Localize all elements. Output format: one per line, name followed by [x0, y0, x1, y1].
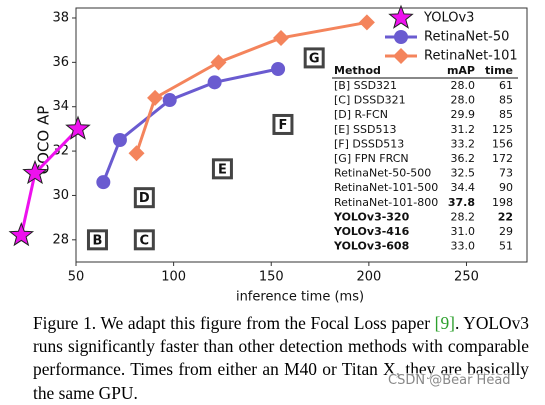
table-cell: 29 — [499, 225, 513, 238]
data-point — [22, 159, 48, 185]
caption: Figure 1. We adapt this figure from the … — [33, 312, 529, 405]
data-point — [96, 175, 111, 190]
legend-marker — [394, 30, 408, 44]
y-tick-label: 38 — [52, 10, 69, 25]
table-cell: 29.9 — [451, 108, 476, 121]
y-tick-label: 30 — [52, 188, 69, 203]
method-marker — [211, 158, 233, 180]
table-cell: 36.2 — [451, 152, 476, 165]
data-point — [273, 29, 289, 46]
data-point — [8, 221, 35, 247]
data-point — [147, 89, 164, 106]
data-point — [271, 62, 286, 77]
method-marker — [133, 187, 155, 209]
y-tick-label: 36 — [52, 55, 69, 70]
table-cell: 22 — [498, 210, 513, 223]
legend-label: YOLOv3 — [423, 11, 474, 26]
table-header: time — [485, 64, 513, 77]
x-tick-label: 250 — [454, 270, 479, 285]
table-cell: YOLOv3-416 — [333, 225, 410, 238]
method-marker — [133, 229, 155, 251]
table-cell: 33.0 — [451, 240, 476, 253]
table-cell: 32.5 — [451, 167, 476, 180]
table-cell: 37.8 — [448, 196, 475, 209]
table-cell: [G] FPN FRCN — [334, 152, 409, 165]
x-tick-label: 200 — [356, 270, 381, 285]
method-marker-label: D — [139, 191, 150, 206]
series-line — [101, 67, 279, 183]
table-cell: YOLOv3-320 — [333, 210, 410, 223]
table-cell: 51 — [499, 240, 513, 253]
data-point — [358, 14, 375, 31]
table-cell: [C] DSSD321 — [334, 94, 406, 107]
method-marker — [272, 113, 294, 135]
table-cell: 172 — [492, 152, 513, 165]
table-cell: 73 — [499, 167, 513, 180]
data-point — [162, 93, 177, 108]
table-cell: 198 — [492, 196, 513, 209]
legend-marker — [393, 48, 409, 64]
table-cell: 34.4 — [451, 181, 476, 194]
table-cell: 125 — [492, 123, 513, 136]
table-header: Method — [334, 64, 381, 77]
data-point — [65, 115, 91, 140]
watermark: CSDN @Bear Head — [388, 373, 511, 388]
table-cell: 28.0 — [451, 94, 476, 107]
table-cell: 28.0 — [451, 79, 476, 92]
table-cell: 31.2 — [451, 123, 476, 136]
data-point — [128, 145, 145, 162]
table-cell: 31.0 — [451, 225, 476, 238]
method-marker-label: E — [218, 162, 227, 177]
legend-label: RetinaNet-101 — [424, 49, 518, 64]
legend-marker — [388, 4, 414, 29]
table-cell: 156 — [492, 137, 513, 150]
table-cell: 33.2 — [451, 137, 476, 150]
method-marker — [303, 47, 325, 69]
legend-label: RetinaNet-50 — [424, 30, 509, 45]
table-cell: [D] R-FCN — [334, 108, 388, 121]
data-point — [112, 132, 127, 147]
method-marker-label: C — [140, 233, 150, 248]
series-line — [135, 20, 368, 154]
y-tick-label: 34 — [52, 99, 69, 114]
x-tick-label: 100 — [161, 270, 186, 285]
table-cell: 28.2 — [451, 210, 476, 223]
table-cell: 85 — [499, 108, 513, 121]
method-marker-label: F — [279, 118, 288, 133]
table-cell: RetinaNet-101-500 — [334, 181, 438, 194]
method-marker-label: B — [93, 233, 103, 248]
table-cell: [B] SSD321 — [334, 79, 397, 92]
table-cell: [F] DSSD513 — [334, 137, 404, 150]
y-axis-label: COCO AP — [35, 106, 53, 175]
citation-link[interactable]: [9] — [434, 313, 455, 333]
data-point — [207, 75, 222, 90]
x-axis-label: inference time (ms) — [236, 290, 364, 305]
y-tick-label: 28 — [52, 232, 69, 247]
table-cell: 85 — [499, 94, 513, 107]
x-tick-label: 150 — [259, 270, 284, 285]
method-marker — [86, 229, 108, 251]
table-cell: RetinaNet-50-500 — [334, 167, 431, 180]
table-cell: YOLOv3-608 — [333, 240, 409, 253]
table-cell: [E] SSD513 — [334, 123, 396, 136]
chart: inference time (ms) COCO AP 50 100 150 200 2… — [8, 4, 528, 305]
table-cell: 61 — [499, 79, 513, 92]
table-cell: RetinaNet-101-800 — [334, 196, 438, 209]
y-tick-label: 32 — [52, 144, 69, 159]
data-point — [210, 54, 227, 71]
x-tick-label: 50 — [68, 270, 85, 285]
caption-text: Figure 1. We adapt this figure from the … — [33, 313, 435, 333]
method-marker-label: G — [309, 51, 320, 66]
table-cell: 90 — [499, 181, 513, 194]
table-header: mAP — [447, 64, 475, 77]
